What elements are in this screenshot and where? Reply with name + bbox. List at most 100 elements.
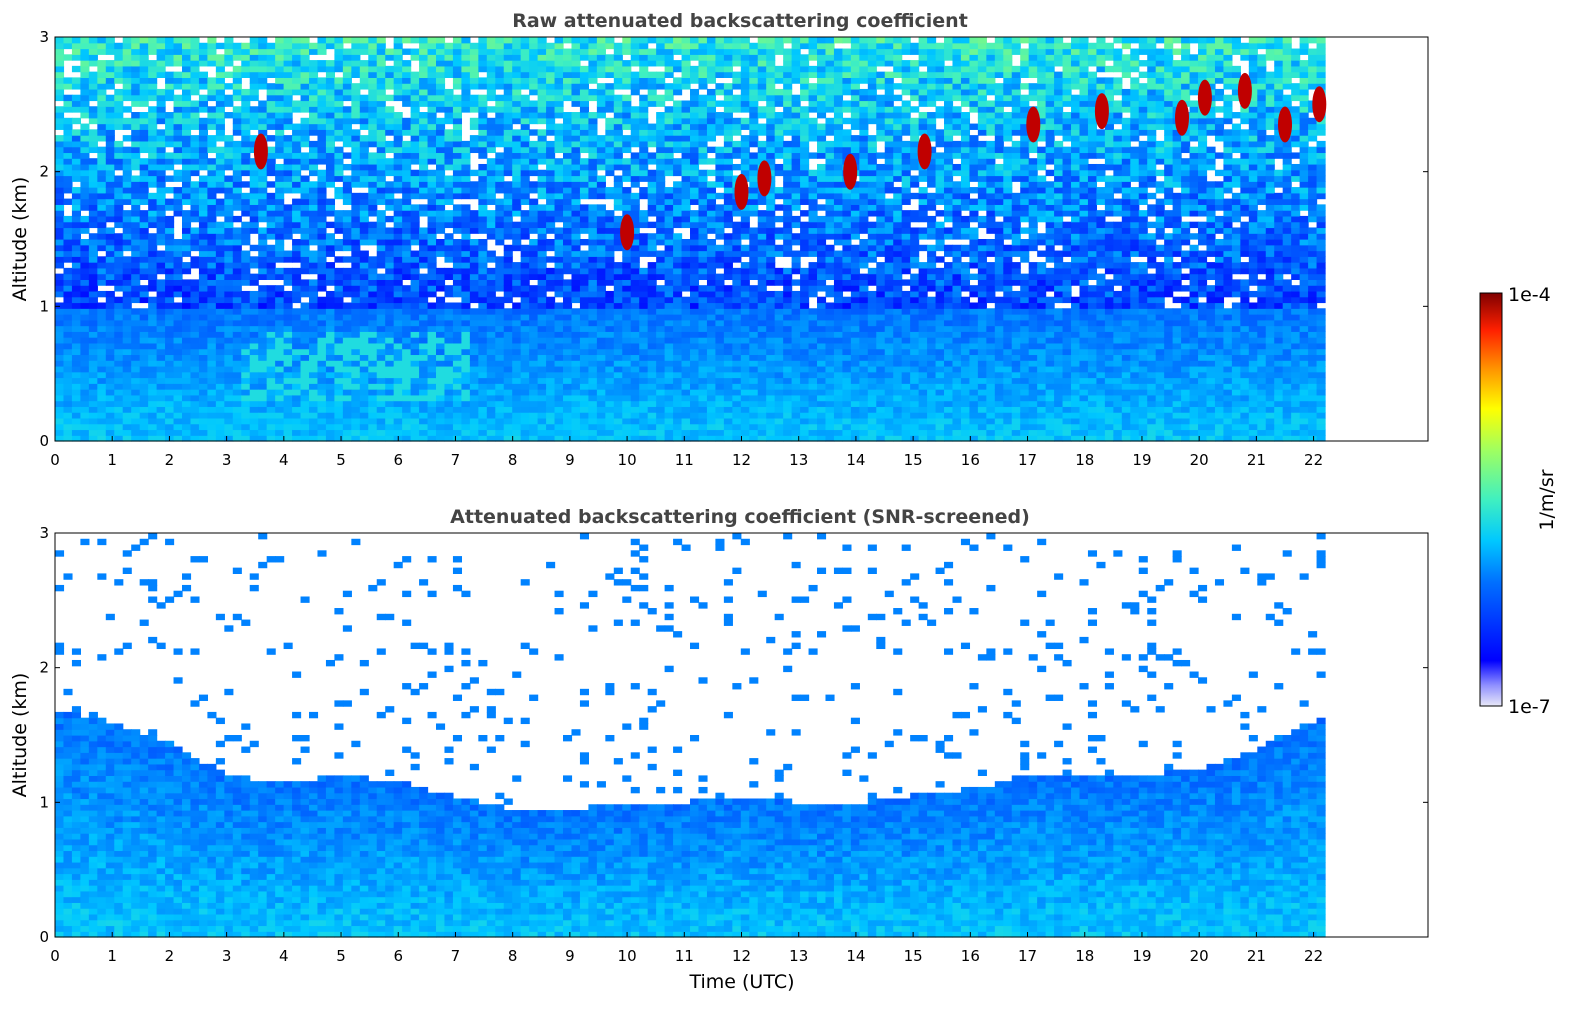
heatmap-cell bbox=[190, 204, 200, 211]
heatmap-cell bbox=[156, 152, 166, 159]
heatmap-cell bbox=[325, 290, 336, 298]
heatmap-cell bbox=[571, 239, 581, 246]
heatmap-cell bbox=[148, 406, 158, 413]
heatmap-cell bbox=[359, 112, 369, 119]
heatmap-cell bbox=[512, 389, 522, 396]
heatmap-cell bbox=[419, 435, 429, 442]
heatmap-cell bbox=[241, 88, 251, 96]
heatmap-cell bbox=[461, 42, 471, 50]
heatmap-cell bbox=[520, 215, 530, 223]
heatmap-cell bbox=[283, 342, 293, 350]
heatmap-cell bbox=[351, 221, 361, 229]
heatmap-cell bbox=[546, 192, 556, 200]
heatmap-cell bbox=[681, 123, 691, 130]
heatmap-cell bbox=[436, 389, 446, 396]
heatmap-cell bbox=[469, 296, 479, 304]
heatmap-cell bbox=[579, 146, 590, 154]
heatmap-cell bbox=[452, 117, 463, 125]
heatmap-cell bbox=[554, 146, 564, 154]
heatmap-cell bbox=[88, 239, 98, 246]
heatmap-cell bbox=[165, 360, 175, 367]
heatmap-cell bbox=[182, 48, 192, 55]
heatmap-cell bbox=[63, 198, 73, 205]
heatmap-cell bbox=[359, 394, 369, 402]
heatmap-cell bbox=[419, 37, 429, 44]
heatmap-cell bbox=[427, 94, 437, 102]
heatmap-cell bbox=[215, 308, 225, 315]
heatmap-cell bbox=[139, 60, 149, 67]
heatmap-cell bbox=[486, 331, 496, 338]
heatmap-cell bbox=[97, 65, 107, 73]
heatmap-cell bbox=[97, 435, 107, 442]
heatmap-cell bbox=[436, 360, 446, 367]
heatmap-cell bbox=[325, 88, 336, 96]
heatmap-cell bbox=[359, 262, 369, 269]
heatmap-cell bbox=[351, 285, 361, 292]
heatmap-cell bbox=[681, 331, 691, 338]
heatmap-cell bbox=[122, 88, 132, 96]
heatmap-cell bbox=[325, 181, 336, 188]
heatmap-cell bbox=[182, 94, 192, 102]
heatmap-cell bbox=[656, 112, 666, 119]
heatmap-cell bbox=[131, 146, 141, 154]
heatmap-cell bbox=[376, 296, 386, 304]
heatmap-cell bbox=[673, 83, 683, 90]
heatmap-cell bbox=[207, 371, 217, 379]
heatmap-cell bbox=[182, 227, 192, 234]
heatmap-cell bbox=[613, 262, 623, 269]
heatmap-cell bbox=[351, 198, 361, 205]
heatmap-cell bbox=[249, 296, 259, 304]
heatmap-cell bbox=[283, 435, 293, 442]
heatmap-cell bbox=[639, 83, 649, 90]
heatmap-cell bbox=[88, 158, 98, 165]
heatmap-cell bbox=[656, 337, 666, 344]
heatmap-cell bbox=[224, 412, 234, 419]
heatmap-cell bbox=[588, 262, 598, 269]
heatmap-cell bbox=[673, 233, 683, 240]
heatmap-cell bbox=[486, 129, 496, 136]
heatmap-cell bbox=[359, 383, 369, 390]
heatmap-cell bbox=[393, 123, 403, 130]
heatmap-cell bbox=[673, 256, 683, 263]
heatmap-cell bbox=[630, 77, 640, 84]
heatmap-cell bbox=[546, 158, 556, 165]
heatmap-cell bbox=[283, 146, 293, 154]
heatmap-cell bbox=[266, 88, 276, 96]
heatmap-cell bbox=[554, 273, 564, 280]
heatmap-cell bbox=[351, 146, 361, 154]
heatmap-cell bbox=[503, 250, 513, 257]
heatmap-cell bbox=[579, 377, 590, 384]
heatmap-cell bbox=[215, 146, 225, 154]
heatmap-cell bbox=[630, 233, 640, 240]
heatmap-cell bbox=[351, 325, 361, 332]
heatmap-cell bbox=[613, 389, 623, 396]
heatmap-cell bbox=[309, 371, 319, 379]
heatmap-cell bbox=[71, 325, 81, 332]
heatmap-cell bbox=[88, 290, 98, 298]
heatmap-cell bbox=[579, 94, 590, 102]
heatmap-cell bbox=[190, 319, 200, 327]
heatmap-cell bbox=[376, 135, 386, 142]
heatmap-cell bbox=[664, 192, 674, 200]
heatmap-cell bbox=[647, 181, 657, 188]
heatmap-cell bbox=[673, 187, 683, 194]
heatmap-cell bbox=[283, 106, 293, 113]
heatmap-cell bbox=[529, 244, 539, 252]
heatmap-cell bbox=[148, 158, 158, 165]
heatmap-cell bbox=[673, 77, 683, 84]
heatmap-cell bbox=[444, 319, 454, 327]
heatmap-cell bbox=[114, 262, 124, 269]
heatmap-cell bbox=[554, 140, 564, 148]
heatmap-cell bbox=[681, 423, 691, 431]
heatmap-cell bbox=[571, 233, 581, 240]
heatmap-cell bbox=[385, 187, 395, 194]
heatmap-cell bbox=[520, 181, 530, 188]
heatmap-cell bbox=[224, 181, 234, 188]
heatmap-cell bbox=[546, 371, 556, 379]
heatmap-cell bbox=[182, 319, 192, 327]
heatmap-cell bbox=[588, 325, 598, 332]
heatmap-cell bbox=[258, 342, 268, 350]
heatmap-cell bbox=[436, 423, 446, 431]
heatmap-cell bbox=[131, 273, 141, 280]
heatmap-cell bbox=[71, 267, 81, 275]
